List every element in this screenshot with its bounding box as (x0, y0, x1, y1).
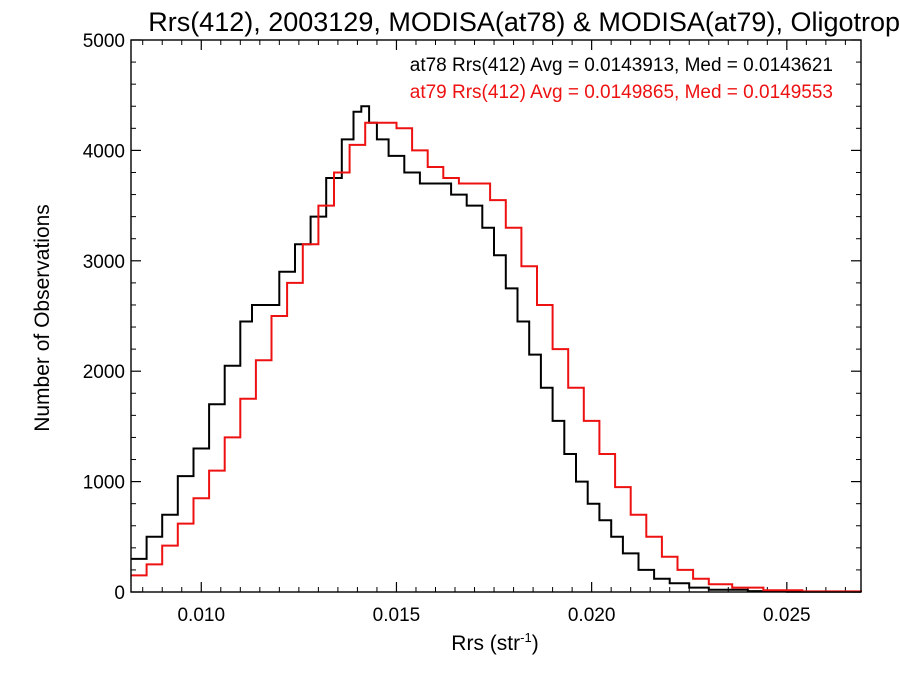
chart-title: Rrs(412), 2003129, MODISA(at78) & MODISA… (148, 7, 900, 37)
y-tick-label: 3000 (83, 252, 125, 273)
axis-ticks: 0.010 0.015 0.020 0.025 0 1000 2000 3000 4000 500… (83, 31, 861, 626)
x-tick-label: 0.020 (568, 605, 616, 626)
x-axis-label: Rrs (str-1) (451, 630, 538, 655)
legend-entry-at79: at79 Rrs(412) Avg = 0.0149865, Med = 0.0… (410, 82, 833, 103)
x-tick-label: 0.025 (763, 605, 811, 626)
y-tick-label: 5000 (83, 31, 125, 52)
legend: at78 Rrs(412) Avg = 0.0143913, Med = 0.0… (410, 55, 833, 103)
y-tick-label: 1000 (83, 473, 125, 494)
x-tick-label: 0.015 (373, 605, 421, 626)
y-tick-label: 0 (114, 583, 125, 604)
legend-entry-at78: at78 Rrs(412) Avg = 0.0143913, Med = 0.0… (410, 55, 833, 76)
x-tick-label: 0.010 (177, 605, 225, 626)
y-axis-label: Number of Observations (31, 204, 54, 432)
series-layer (131, 105, 862, 593)
y-tick-label: 4000 (83, 141, 125, 162)
plot-frame (130, 39, 862, 593)
series-at78-line (131, 105, 862, 593)
y-tick-label: 2000 (83, 362, 125, 383)
series-at79-line (131, 121, 862, 593)
